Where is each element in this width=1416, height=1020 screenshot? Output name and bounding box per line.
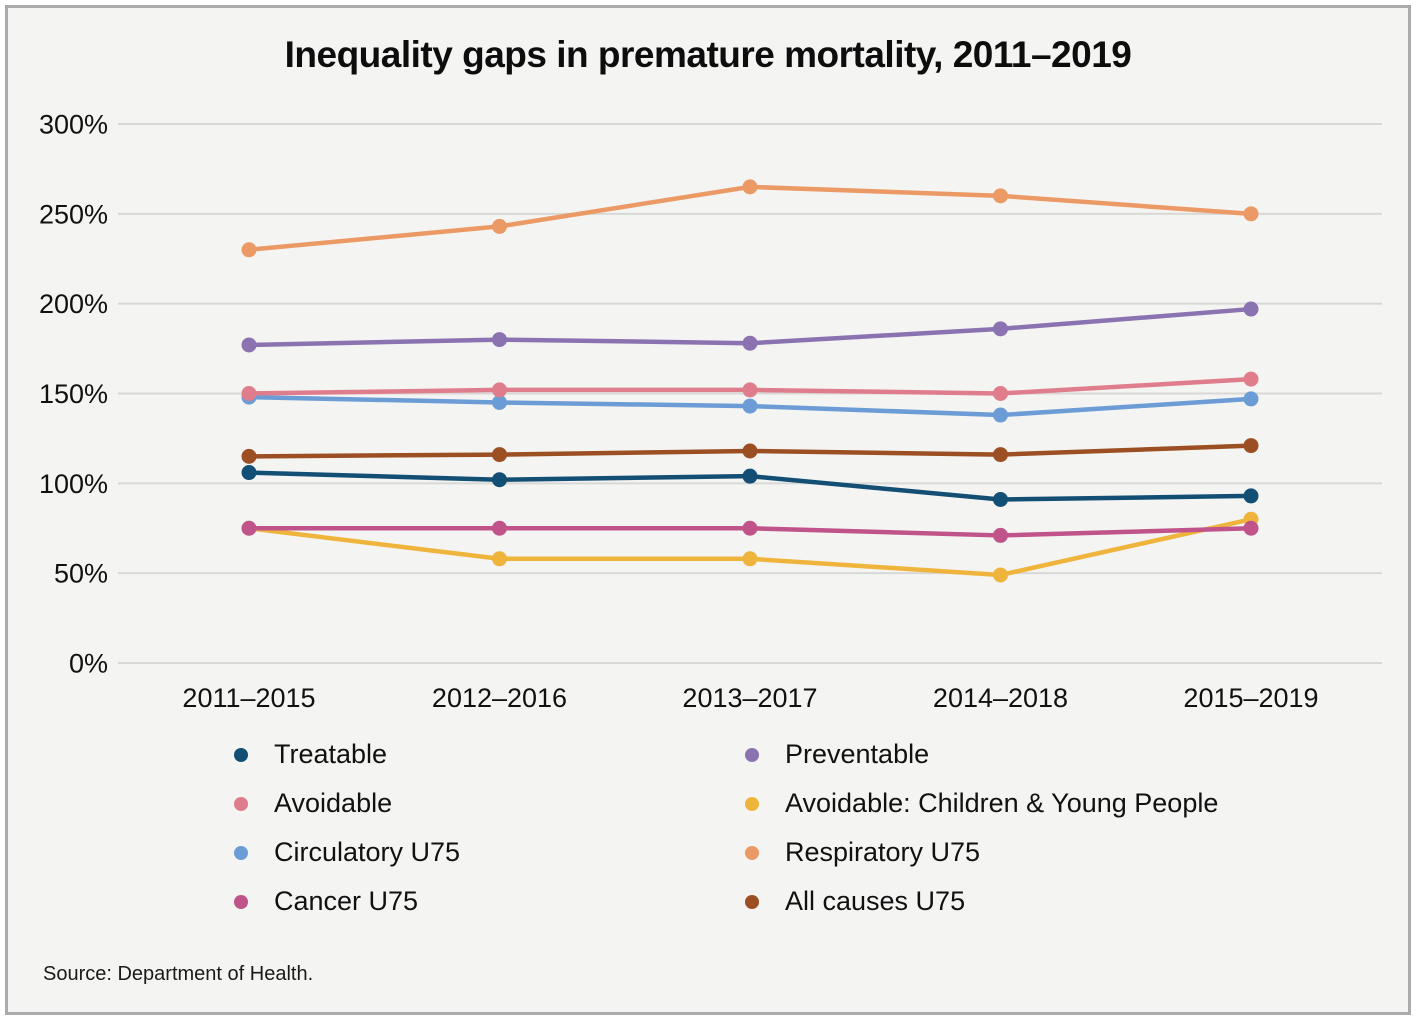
data-point-avoidable-children-young-people bbox=[993, 567, 1008, 583]
legend-item-circulatory-u75: Circulatory U75 bbox=[234, 828, 745, 877]
y-axis-tick-label: 250% bbox=[39, 199, 108, 229]
legend-item-preventable: Preventable bbox=[745, 730, 1218, 779]
legend-dot-avoidable bbox=[234, 796, 248, 811]
legend-item-treatable: Treatable bbox=[234, 730, 745, 779]
data-point-cancer-u75 bbox=[1243, 520, 1259, 536]
y-axis-tick-label: 200% bbox=[39, 289, 108, 319]
legend-item-all-causes-u75: All causes U75 bbox=[745, 877, 1218, 926]
data-point-preventable bbox=[742, 335, 758, 351]
data-point-circulatory-u75 bbox=[742, 398, 758, 414]
legend-label-treatable: Treatable bbox=[274, 739, 388, 769]
legend-label-circulatory-u75: Circulatory U75 bbox=[274, 837, 461, 867]
data-point-cancer-u75 bbox=[241, 520, 257, 536]
legend-dot-treatable bbox=[234, 747, 248, 762]
data-point-avoidable bbox=[492, 382, 507, 398]
legend-label-all-causes-u75: All causes U75 bbox=[785, 886, 966, 916]
x-axis-tick-label: 2014–2018 bbox=[933, 683, 1068, 713]
data-point-preventable bbox=[1243, 301, 1259, 317]
x-axis-tick-label: 2015–2019 bbox=[1183, 683, 1318, 713]
legend-dot-avoidable-children-young-people bbox=[745, 796, 759, 811]
data-point-all-causes-u75 bbox=[241, 448, 257, 464]
data-point-circulatory-u75 bbox=[1243, 391, 1259, 407]
legend-label-respiratory-u75: Respiratory U75 bbox=[785, 837, 981, 867]
line-chart-plot: 0% 50% 100% 150% 200% 250% 300% 2011–2015 2012–2… bbox=[39, 110, 1382, 713]
legend-dot-circulatory-u75 bbox=[234, 845, 248, 860]
legend-dot-all-causes-u75 bbox=[745, 894, 759, 909]
data-point-avoidable bbox=[241, 386, 257, 401]
data-point-respiratory-u75 bbox=[241, 242, 257, 258]
legend-label-preventable: Preventable bbox=[785, 739, 930, 769]
legend-column-left: Treatable Avoidable Circulatory U75 Cancer … bbox=[234, 730, 745, 926]
legend-dot-respiratory-u75 bbox=[745, 845, 759, 860]
chart-title: Inequality gaps in premature mortality, … bbox=[284, 34, 1132, 75]
legend-label-avoidable: Avoidable bbox=[274, 788, 393, 818]
legend-item-avoidable: Avoidable bbox=[234, 779, 745, 828]
legend-dot-preventable bbox=[745, 747, 759, 762]
data-point-respiratory-u75 bbox=[492, 218, 507, 234]
data-point-preventable bbox=[492, 332, 507, 348]
data-point-cancer-u75 bbox=[492, 520, 507, 536]
data-point-respiratory-u75 bbox=[993, 188, 1008, 204]
data-point-treatable bbox=[1243, 488, 1259, 504]
data-point-respiratory-u75 bbox=[742, 179, 758, 195]
legend-label-avoidable-children-young-people: Avoidable: Children & Young People bbox=[785, 788, 1219, 818]
data-point-treatable bbox=[492, 472, 507, 488]
x-axis-tick-label: 2011–2015 bbox=[182, 683, 315, 713]
data-point-cancer-u75 bbox=[993, 527, 1008, 543]
data-point-treatable bbox=[241, 465, 257, 481]
data-point-all-causes-u75 bbox=[993, 447, 1008, 463]
data-point-circulatory-u75 bbox=[492, 394, 507, 410]
y-axis-tick-label: 150% bbox=[39, 379, 108, 409]
data-point-all-causes-u75 bbox=[1243, 438, 1259, 454]
data-point-circulatory-u75 bbox=[993, 407, 1008, 423]
data-point-avoidable-children-young-people bbox=[742, 551, 758, 567]
x-axis-tick-label: 2012–2016 bbox=[432, 683, 567, 713]
x-axis-tick-label: 2013–2017 bbox=[682, 683, 817, 713]
data-point-treatable bbox=[742, 468, 758, 484]
data-point-cancer-u75 bbox=[742, 520, 758, 536]
data-point-all-causes-u75 bbox=[492, 447, 507, 463]
legend-item-avoidable-children-young-people: Avoidable: Children & Young People bbox=[745, 779, 1218, 828]
data-point-avoidable bbox=[1243, 371, 1259, 387]
legend-label-cancer-u75: Cancer U75 bbox=[274, 886, 419, 916]
y-axis-tick-label: 100% bbox=[39, 469, 108, 499]
data-point-respiratory-u75 bbox=[1243, 206, 1259, 222]
legend-column-right: Preventable Avoidable: Children & Young P… bbox=[745, 730, 1218, 926]
data-point-avoidable bbox=[993, 386, 1008, 401]
data-point-preventable bbox=[993, 321, 1008, 337]
legend-item-respiratory-u75: Respiratory U75 bbox=[745, 828, 1218, 877]
data-point-all-causes-u75 bbox=[742, 443, 758, 459]
data-point-treatable bbox=[993, 492, 1008, 508]
data-point-avoidable bbox=[742, 382, 758, 398]
legend-item-cancer-u75: Cancer U75 bbox=[234, 877, 745, 926]
source-note: Source: Department of Health. bbox=[43, 963, 314, 985]
chart-frame: Inequality gaps in premature mortality, … bbox=[5, 5, 1411, 1015]
y-axis-tick-label: 50% bbox=[54, 559, 108, 589]
data-point-avoidable-children-young-people bbox=[492, 551, 507, 567]
data-point-preventable bbox=[241, 337, 257, 353]
chart-legend: Treatable Avoidable Circulatory U75 Cancer … bbox=[234, 730, 1218, 926]
series-line-respiratory-u75 bbox=[246, 184, 1254, 253]
legend-dot-cancer-u75 bbox=[234, 894, 248, 909]
y-axis-tick-label: 300% bbox=[39, 110, 108, 140]
y-axis-tick-label: 0% bbox=[69, 649, 108, 679]
